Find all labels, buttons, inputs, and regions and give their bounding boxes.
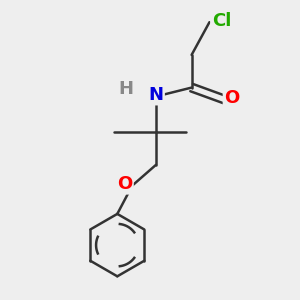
Text: O: O xyxy=(117,175,132,193)
Text: Cl: Cl xyxy=(212,12,231,30)
Text: O: O xyxy=(224,89,239,107)
Text: N: N xyxy=(148,86,164,104)
Text: H: H xyxy=(119,80,134,98)
